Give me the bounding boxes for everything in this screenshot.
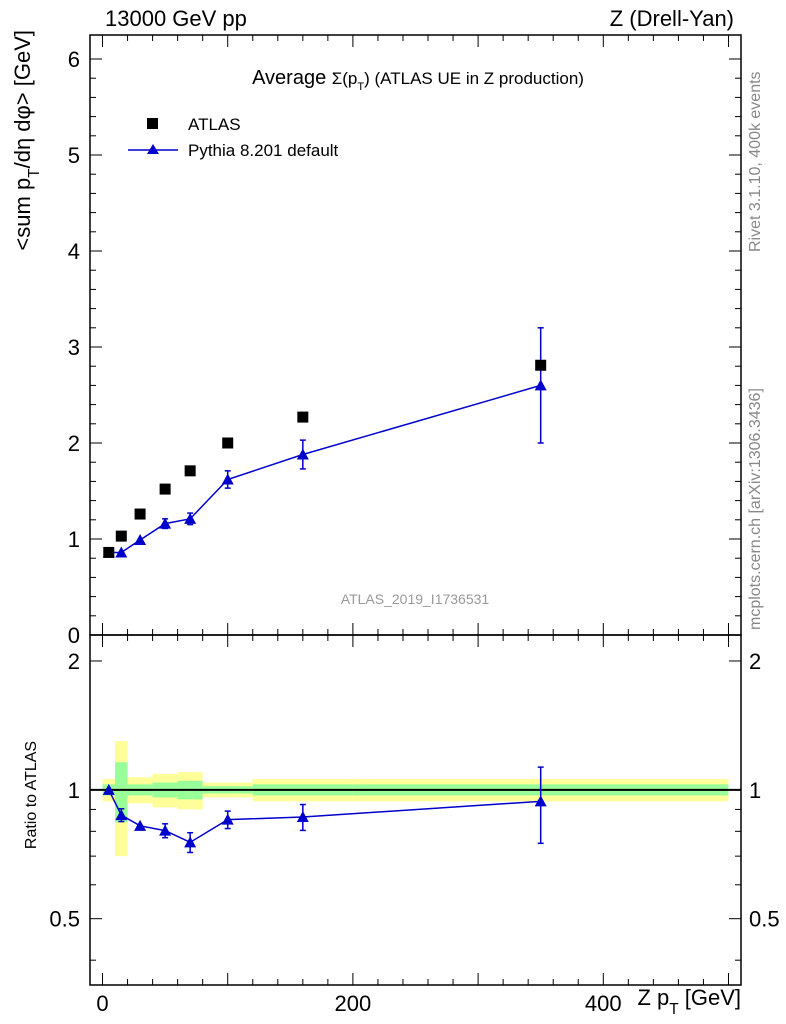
ratio-pythia-point — [296, 811, 309, 823]
x-axis-label: Z pT [GeV] — [637, 985, 741, 1018]
atlas-point — [184, 465, 196, 477]
ratio-pythia-point — [221, 813, 234, 825]
ratio-y-axis-label: Ratio to ATLAS — [23, 741, 40, 849]
atlas-point — [535, 359, 547, 371]
atlas-point — [222, 437, 234, 449]
ratio-pythia-point — [159, 824, 172, 836]
legend-pythia-marker — [147, 144, 159, 154]
pythia-point — [296, 448, 309, 460]
header-right: Z (Drell-Yan) — [609, 6, 734, 31]
pythia-point — [534, 379, 547, 391]
pythia-point — [115, 546, 128, 558]
ratio-pythia-point — [184, 836, 197, 848]
ratio-y-tick-label: 1 — [68, 778, 80, 803]
ratio-y-tick-label-right: 1 — [749, 778, 761, 803]
legend-atlas-label: ATLAS — [188, 115, 241, 134]
pythia-point — [159, 517, 172, 529]
y-tick-label: 5 — [68, 143, 80, 168]
y-tick-label: 6 — [68, 47, 80, 72]
y-tick-label: 2 — [68, 431, 80, 456]
x-tick-label: 0 — [96, 991, 108, 1016]
ratio-panel-frame — [89, 634, 742, 986]
ratio-pythia-point — [134, 819, 147, 831]
ratio-pythia-point — [115, 809, 128, 821]
header-left: 13000 GeV pp — [105, 6, 247, 31]
chart-title: Average Σ(pT) (ATLAS UE in Z production) — [252, 67, 584, 93]
ratio-pythia-point — [102, 783, 115, 795]
pythia-point — [184, 512, 197, 524]
y-tick-label: 0 — [68, 623, 80, 648]
atlas-point — [115, 530, 127, 542]
x-tick-label: 200 — [335, 991, 372, 1016]
x-tick-label: 400 — [585, 991, 622, 1016]
analysis-label: ATLAS_2019_I1736531 — [341, 591, 490, 607]
y-tick-label: 1 — [68, 527, 80, 552]
ratio-y-tick-label-right: 0.5 — [749, 907, 780, 932]
pythia-line — [108, 384, 541, 554]
ratio-y-tick-label: 2 — [68, 649, 80, 674]
ratio-y-tick-label: 0.5 — [49, 907, 80, 932]
pythia-point — [221, 473, 234, 485]
ratio-y-tick-label-right: 2 — [749, 649, 761, 674]
atlas-point — [159, 483, 171, 495]
y-tick-label: 3 — [68, 335, 80, 360]
atlas-point — [134, 508, 146, 520]
legend-pythia-label: Pythia 8.201 default — [188, 141, 339, 160]
y-axis-label: <sum pT/dη dφ> [GeV] — [10, 30, 43, 251]
y-tick-label: 4 — [68, 239, 80, 264]
ratio-pythia-point — [534, 795, 547, 807]
atlas-point — [297, 411, 309, 423]
atlas-point — [103, 546, 115, 558]
legend-atlas-marker — [147, 118, 158, 129]
pythia-point — [134, 533, 147, 545]
